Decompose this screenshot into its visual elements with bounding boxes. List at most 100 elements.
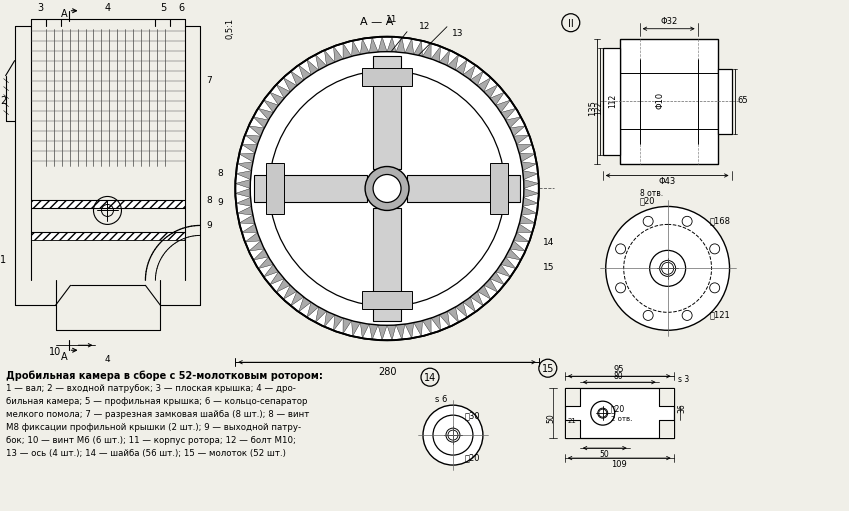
Polygon shape [264,100,278,112]
Polygon shape [316,55,327,70]
Polygon shape [413,41,423,56]
Text: 95: 95 [614,365,624,374]
Polygon shape [316,307,327,322]
Polygon shape [490,164,508,214]
Circle shape [649,250,686,286]
Text: бок; 10 — винт М6 (6 шт.); 11 — корпус ротора; 12 — болт М10;: бок; 10 — винт М6 (6 шт.); 11 — корпус р… [6,436,295,445]
Circle shape [682,216,692,226]
Bar [31,233,185,240]
Text: 65: 65 [738,96,748,105]
Text: Φ32: Φ32 [660,17,678,26]
Polygon shape [378,37,387,52]
Bar [603,145,620,154]
Polygon shape [343,43,351,59]
Polygon shape [245,233,261,242]
Polygon shape [245,135,261,145]
Polygon shape [387,37,396,52]
Polygon shape [267,164,284,214]
Text: 8: 8 [217,169,223,177]
Bar [659,388,673,406]
Text: 50: 50 [600,450,610,459]
Bar [565,388,673,438]
Polygon shape [524,179,539,189]
Text: A — A: A — A [360,17,394,27]
Bar [620,39,717,164]
Polygon shape [477,78,491,92]
Text: 1: 1 [0,256,6,265]
Text: 14: 14 [543,239,554,247]
Circle shape [660,261,676,276]
Text: s 3: s 3 [678,375,689,384]
Polygon shape [239,153,255,162]
Polygon shape [235,179,250,189]
Polygon shape [516,224,532,233]
Text: 280: 280 [378,367,396,377]
Polygon shape [387,325,396,340]
Text: 80: 80 [614,372,623,381]
Polygon shape [496,265,510,277]
Text: 8: 8 [206,196,212,205]
Polygon shape [514,233,529,242]
Polygon shape [490,272,504,285]
Polygon shape [440,311,450,327]
Text: 1 — вал; 2 — входной патрубок; 3 — плоская крышка; 4 — дро-: 1 — вал; 2 — входной патрубок; 3 — плоск… [6,384,295,393]
Circle shape [423,405,483,465]
Bar [620,144,717,164]
Polygon shape [253,249,268,260]
Polygon shape [242,224,257,233]
Text: 10: 10 [49,347,62,357]
Text: бильная камера; 5 — профильная крышка; 6 — кольцо-сепаратор: бильная камера; 5 — профильная крышка; 6… [6,397,307,406]
Text: 4: 4 [104,355,110,364]
Text: 4: 4 [104,3,110,13]
Polygon shape [242,145,257,153]
Text: 109: 109 [610,460,627,469]
Circle shape [710,244,720,254]
Text: 14: 14 [424,373,436,383]
Bar [659,420,673,438]
Polygon shape [306,60,318,75]
Polygon shape [253,117,268,128]
Polygon shape [505,249,521,260]
Text: М8 фиксации профильной крышки (2 шт.); 9 — выходной патру-: М8 фиксации профильной крышки (2 шт.); 9… [6,423,301,432]
Polygon shape [524,189,539,197]
Circle shape [605,206,729,330]
Polygon shape [284,285,297,299]
Polygon shape [455,302,467,317]
Polygon shape [306,302,318,317]
Polygon shape [254,174,367,202]
Polygon shape [405,322,413,338]
Bar [31,200,185,208]
Polygon shape [431,47,441,62]
Text: 0,5:1: 0,5:1 [226,18,235,39]
Text: 11: 11 [386,15,398,24]
Polygon shape [249,241,264,251]
Bar [717,68,732,133]
Polygon shape [362,67,413,86]
Polygon shape [521,206,537,215]
Polygon shape [360,39,369,54]
Polygon shape [431,315,441,331]
Polygon shape [290,71,304,86]
Polygon shape [396,324,405,339]
Text: ΢20: ΢20 [465,453,481,462]
Text: 12: 12 [419,22,430,31]
Polygon shape [362,291,413,309]
Polygon shape [236,171,251,179]
Text: 9: 9 [206,221,212,230]
Text: ΢168: ΢168 [710,217,731,225]
Polygon shape [405,39,413,54]
Text: 8 отв.: 8 отв. [639,190,663,198]
Polygon shape [509,126,526,136]
Polygon shape [299,65,311,80]
Polygon shape [290,291,304,306]
Polygon shape [477,285,491,299]
Polygon shape [236,197,251,206]
Polygon shape [520,153,535,162]
Polygon shape [334,315,343,331]
Text: ΢20: ΢20 [610,405,625,413]
Text: Дробильная камера в сборе с 52-молотковым ротором:: Дробильная камера в сборе с 52-молотковы… [6,370,323,381]
Polygon shape [440,50,450,66]
Text: 21: 21 [568,418,576,424]
Polygon shape [463,65,475,80]
Polygon shape [258,257,273,269]
